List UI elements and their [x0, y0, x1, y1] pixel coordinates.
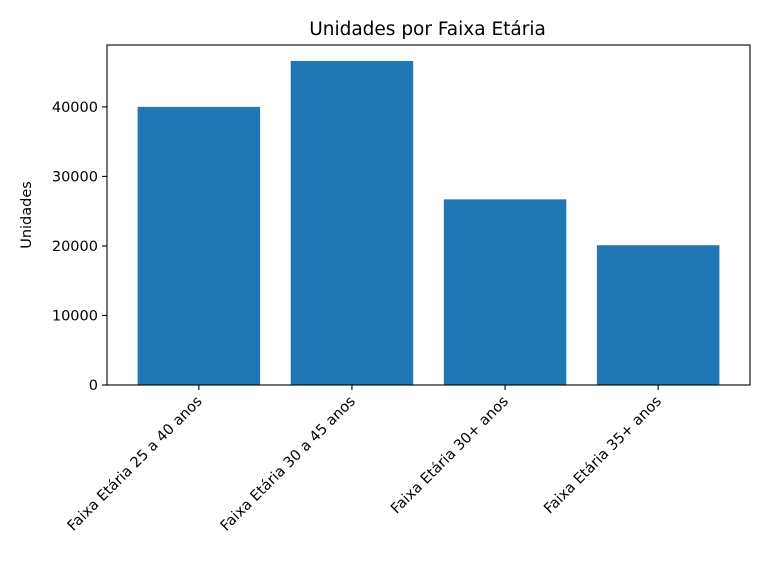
- y-tick-label: 10000: [52, 308, 98, 324]
- y-tick-label: 20000: [52, 239, 98, 255]
- y-axis-label: Unidades: [19, 181, 35, 249]
- bar: [596, 245, 720, 385]
- y-tick-label: 30000: [52, 169, 98, 185]
- chart-title: Unidades por Faixa Etária: [309, 19, 546, 40]
- bar: [290, 60, 414, 385]
- bars-group: [137, 60, 720, 385]
- plot-frame: [106, 44, 751, 386]
- bar: [137, 106, 261, 385]
- y-tick-label: 0: [89, 378, 98, 394]
- y-axis: 0 10000 20000 30000 40000: [52, 100, 107, 394]
- y-tick-label: 40000: [52, 100, 98, 116]
- bar: [443, 199, 567, 385]
